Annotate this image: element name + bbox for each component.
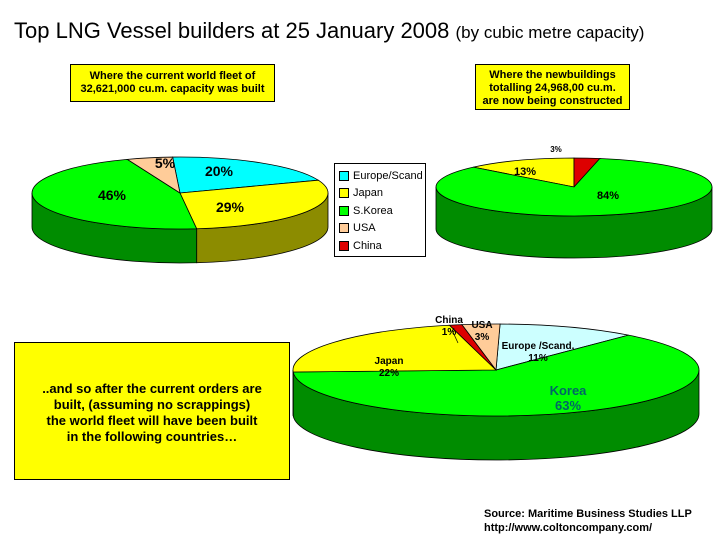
caption-line: the world fleet will have been built <box>46 413 258 428</box>
future-fleet-caption: ..and so after the current orders are bu… <box>14 342 290 480</box>
pie-label-europe-scand-: Europe /Scand. 11% <box>502 341 575 364</box>
legend-label: Japan <box>353 187 383 200</box>
legend-swatch <box>339 188 349 199</box>
leader-line-china <box>451 329 459 344</box>
pie-newbuildings: 84% 13% 3% <box>435 145 713 259</box>
title-subtitle: (by cubic metre capacity) <box>455 23 645 42</box>
pie-slice-europe-scand <box>172 156 320 194</box>
pie-slice-s-korea <box>31 158 198 230</box>
pie-label-korea: Korea 63% <box>550 383 588 413</box>
pie-current-fleet: 20% 29% 46% 5% <box>31 155 329 264</box>
legend-swatch <box>339 205 349 216</box>
pie-label-europe-scand: 20% <box>205 163 234 179</box>
pie-label-china: 3% <box>550 145 562 154</box>
caption-line: in the following countries… <box>66 429 238 444</box>
caption-line: ..and so after the current orders are <box>42 381 262 396</box>
source-line: Source: Maritime Business Studies LLP <box>484 508 692 520</box>
legend-label: Europe/Scand <box>353 169 423 182</box>
legend-swatch <box>339 223 349 234</box>
current-fleet-caption: Where the current world fleet of 32,621,… <box>70 64 275 102</box>
pie-slice-korea <box>292 334 700 417</box>
source-note: Source: Maritime Business Studies LLP ht… <box>484 507 692 535</box>
pie-label-japan: 13% <box>514 166 536 178</box>
pie-future-fleet: Europe /Scand. 11% Korea 63% Japan 22% China 1%… <box>292 315 700 461</box>
title-main: Top LNG Vessel builders at 25 January 20… <box>14 18 450 43</box>
caption-line: 32,621,000 cu.m. capacity was built <box>80 83 265 95</box>
pie-slice-usa <box>126 156 181 194</box>
caption-line: Where the newbuildings <box>489 69 616 81</box>
page-title: Top LNG Vessel builders at 25 January 20… <box>14 18 644 44</box>
legend-label: USA <box>353 222 376 235</box>
legend-swatch <box>339 170 349 181</box>
legend-item-china: China <box>339 237 421 255</box>
pie-label-japan: 29% <box>216 199 245 215</box>
pie-slice-japan <box>292 324 497 373</box>
pie-slice-japan <box>179 179 329 230</box>
pie-slice-s-korea <box>435 158 713 217</box>
pie-slice-japan <box>473 157 575 188</box>
legend-item-korea: S.Korea <box>339 202 421 220</box>
legend-item-usa: USA <box>339 220 421 238</box>
pie-label-usa: USA 3% <box>471 320 492 343</box>
caption-line: totalling 24,968,00 cu.m. <box>489 82 616 94</box>
caption-line: Where the current world fleet of <box>89 70 256 82</box>
pie-label-usa: 5% <box>155 155 176 171</box>
legend-item-europe: Europe/Scand <box>339 167 423 185</box>
caption-line: are now being constructed <box>482 95 623 107</box>
chart-legend: Europe/Scand Japan S.Korea USA China <box>334 163 426 257</box>
pie-label-s-korea: 84% <box>597 190 619 202</box>
pie-slice-europe-scand- <box>495 323 629 371</box>
newbuildings-caption: Where the newbuildings totalling 24,968,… <box>475 64 630 110</box>
legend-label: China <box>353 239 382 252</box>
legend-item-japan: Japan <box>339 185 421 203</box>
pie-slice-usa <box>461 323 501 372</box>
pie-label-japan: Japan 22% <box>375 356 404 379</box>
legend-swatch <box>339 240 349 251</box>
source-url: http://www.coltoncompany.com/ <box>484 522 653 534</box>
pie-label-china: China 1% <box>435 315 463 338</box>
legend-label: S.Korea <box>353 204 393 217</box>
caption-line: built, (assuming no scrappings) <box>53 397 251 412</box>
pie-label-s-korea: 46% <box>98 187 127 203</box>
